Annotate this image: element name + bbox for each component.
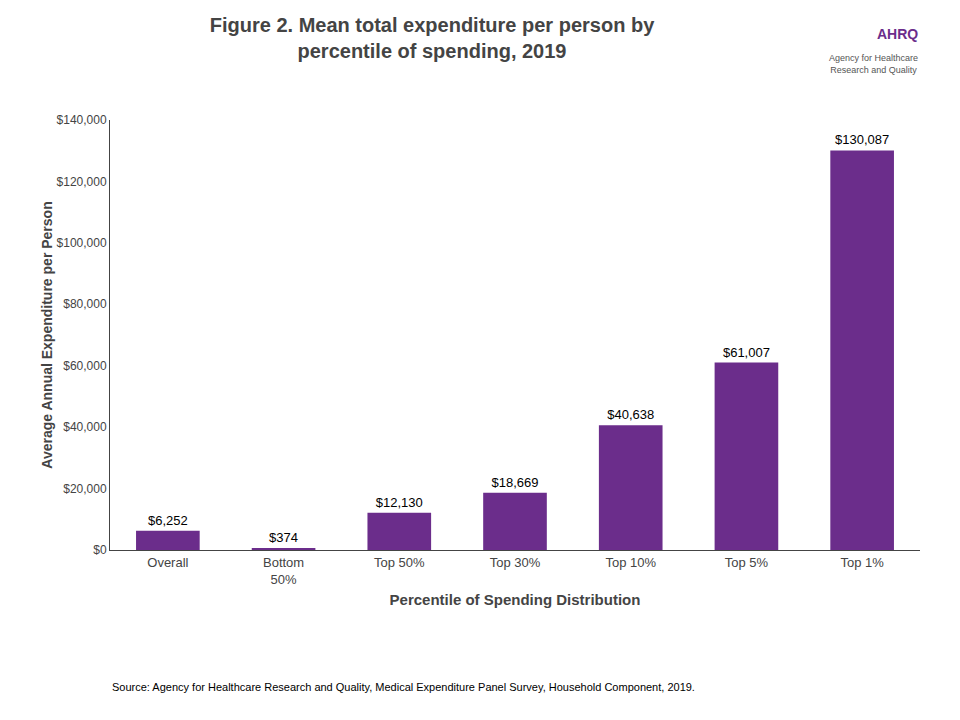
svg-text:$100,000: $100,000 xyxy=(57,236,107,250)
svg-text:$40,638: $40,638 xyxy=(607,407,654,422)
svg-text:Top 50%: Top 50% xyxy=(374,555,425,570)
svg-text:$0: $0 xyxy=(93,543,107,557)
svg-text:$60,000: $60,000 xyxy=(63,359,107,373)
svg-text:AHRQ: AHRQ xyxy=(877,26,918,42)
svg-text:$12,130: $12,130 xyxy=(376,495,423,510)
svg-text:$374: $374 xyxy=(269,530,298,545)
svg-text:Percentile of Spending Distrib: Percentile of Spending Distribution xyxy=(390,591,641,608)
svg-text:$61,007: $61,007 xyxy=(723,345,770,360)
svg-text:Source: Agency for Healthcare: Source: Agency for Healthcare Research a… xyxy=(112,681,695,693)
svg-text:$120,000: $120,000 xyxy=(57,175,107,189)
svg-text:Agency for HealthcareResearch: Agency for HealthcareResearch and Qualit… xyxy=(829,53,918,75)
svg-text:$20,000: $20,000 xyxy=(63,482,107,496)
svg-text:Top 5%: Top 5% xyxy=(725,555,769,570)
svg-text:$130,087: $130,087 xyxy=(835,132,889,147)
svg-text:$40,000: $40,000 xyxy=(63,420,107,434)
svg-text:Top 1%: Top 1% xyxy=(840,555,884,570)
svg-text:Average Annual Expenditure per: Average Annual Expenditure per Person xyxy=(39,201,55,468)
svg-text:Top 10%: Top 10% xyxy=(605,555,656,570)
svg-text:Bottom50%: Bottom50% xyxy=(263,555,304,587)
svg-text:$6,252: $6,252 xyxy=(148,513,188,528)
svg-text:Top 30%: Top 30% xyxy=(490,555,541,570)
svg-text:$80,000: $80,000 xyxy=(63,297,107,311)
svg-text:Overall: Overall xyxy=(147,555,188,570)
svg-text:Figure 2. Mean total expenditu: Figure 2. Mean total expenditure per per… xyxy=(210,14,655,62)
svg-text:$140,000: $140,000 xyxy=(57,113,107,127)
svg-text:$18,669: $18,669 xyxy=(492,475,539,490)
